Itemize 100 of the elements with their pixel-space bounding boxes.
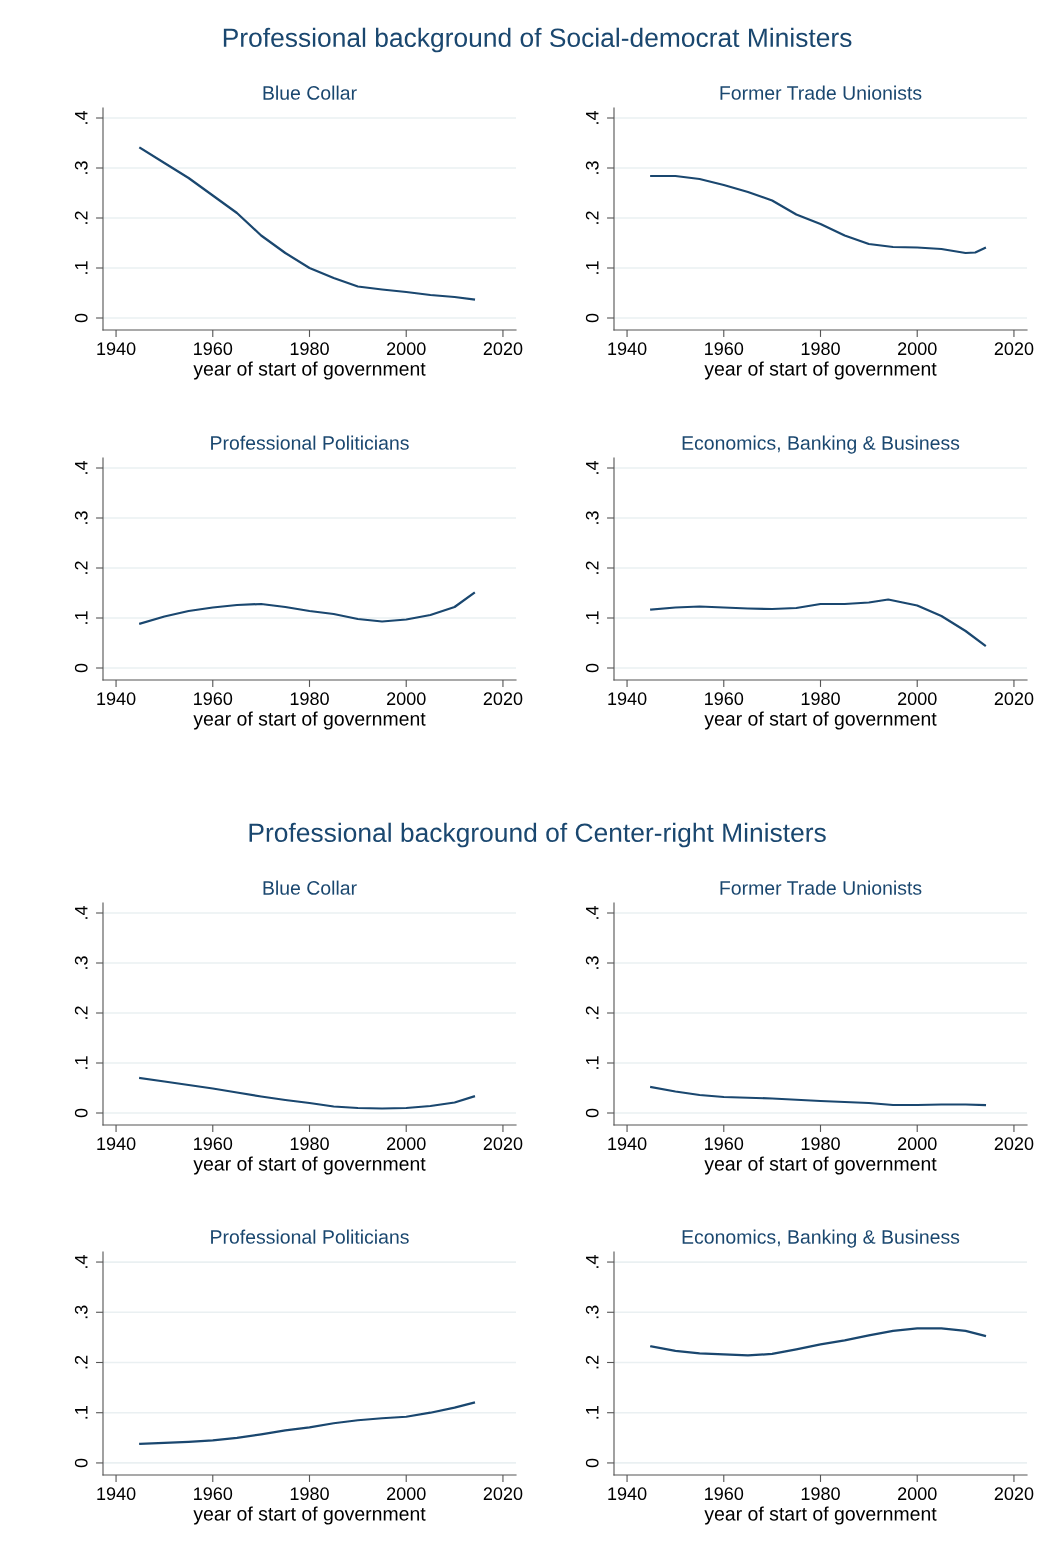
chart-title: Former Trade Unionists (720, 85, 922, 100)
y-tick-label: .3 (585, 1305, 599, 1319)
x-axis-title: year of start of government (193, 711, 426, 730)
x-tick-label: 1940 (608, 1137, 647, 1151)
x-tick-label: 1980 (801, 342, 840, 356)
x-tick-label: 1940 (97, 342, 136, 356)
y-tick-label: .2 (585, 1355, 599, 1369)
chart-title: Economics, Banking & Business (682, 435, 960, 454)
y-tick-label: .1 (586, 611, 599, 624)
x-tick-label: 2020 (994, 692, 1034, 706)
x-axis-title: year of start of government (704, 1506, 937, 1525)
y-tick-label: .2 (74, 561, 88, 574)
line-series (650, 1327, 987, 1357)
x-tick-label: 1980 (801, 1137, 840, 1151)
x-tick-label: 1960 (705, 342, 744, 356)
x-tick-label: 2000 (898, 342, 937, 356)
x-tick-label: 1980 (290, 1487, 329, 1501)
y-tick-label: .1 (586, 261, 599, 274)
x-tick-label: 1980 (290, 1137, 329, 1151)
line-series (650, 598, 987, 647)
x-tick-label: 2020 (994, 1487, 1034, 1501)
x-tick-label: 2000 (387, 692, 426, 706)
x-tick-label: 1960 (194, 342, 233, 356)
text: Professional background of Social-democrat Ministers (223, 27, 852, 53)
y-tick-label: .2 (585, 1006, 599, 1019)
x-tick-label: 1980 (290, 692, 329, 706)
y-tick-label: .4 (75, 906, 88, 919)
x-tick-label: 1980 (290, 342, 329, 356)
y-tick-label: 0 (585, 663, 599, 673)
y-tick-label: .4 (586, 906, 599, 919)
chart-title: Blue Collar (263, 880, 357, 895)
x-tick-label: 1940 (97, 1137, 136, 1151)
y-tick-label: 0 (74, 663, 88, 673)
chart-title: Former Trade Unionists (720, 880, 922, 895)
y-tick-label: 0 (74, 1108, 88, 1118)
y-tick-label: .3 (74, 161, 88, 174)
y-tick-label: .4 (75, 461, 88, 474)
chart-title: Blue Collar (263, 85, 357, 100)
line-series (650, 174, 987, 255)
y-tick-label: .4 (586, 1255, 599, 1268)
x-tick-label: 2020 (483, 1137, 523, 1151)
x-tick-label: 2000 (387, 342, 426, 356)
x-tick-label: 2000 (387, 1487, 426, 1501)
x-tick-label: 1960 (705, 1487, 744, 1501)
y-tick-label: .1 (586, 1056, 599, 1069)
y-tick-label: 0 (74, 313, 88, 323)
x-axis-title: year of start of government (704, 1156, 937, 1175)
x-tick-label: 1940 (97, 692, 136, 706)
x-tick-label: 2000 (898, 1487, 937, 1501)
chart-title: Professional Politicians (211, 435, 409, 450)
y-tick-label: 0 (585, 1458, 599, 1468)
line-series (139, 1076, 476, 1110)
y-tick-label: 0 (74, 1458, 88, 1468)
line-series (139, 1401, 476, 1445)
x-tick-label: 2020 (994, 342, 1034, 356)
line-series (650, 1085, 987, 1107)
y-tick-label: 0 (585, 1108, 599, 1118)
y-tick-label: .4 (75, 1255, 88, 1268)
x-tick-label: 2000 (898, 692, 937, 706)
x-axis-title: year of start of government (193, 361, 426, 380)
x-tick-label: 2020 (483, 692, 523, 706)
x-axis-title: year of start of government (193, 1156, 426, 1175)
y-tick-label: .3 (585, 511, 599, 524)
x-tick-label: 1980 (801, 692, 840, 706)
y-tick-label: .2 (585, 211, 599, 224)
y-tick-label: .4 (586, 111, 599, 124)
chart-title: Professional Politicians (211, 1229, 409, 1244)
y-tick-label: .3 (585, 956, 599, 969)
x-tick-label: 1960 (194, 1137, 233, 1151)
y-tick-label: .4 (586, 461, 599, 474)
y-tick-label: .1 (75, 261, 88, 274)
y-tick-label: .1 (75, 1056, 88, 1069)
y-tick-label: .2 (74, 1006, 88, 1019)
x-tick-label: 2000 (898, 1137, 937, 1151)
y-tick-label: .2 (585, 561, 599, 574)
y-tick-label: 0 (585, 313, 599, 323)
x-tick-label: 1940 (608, 342, 647, 356)
y-tick-label: .2 (74, 1355, 88, 1369)
x-tick-label: 1940 (97, 1487, 136, 1501)
x-tick-label: 1960 (194, 692, 233, 706)
x-axis-title: year of start of government (704, 711, 937, 730)
y-tick-label: .1 (586, 1406, 599, 1419)
x-tick-label: 1940 (608, 692, 647, 706)
y-tick-label: .3 (74, 511, 88, 524)
y-tick-label: .1 (75, 1406, 88, 1419)
line-series (139, 591, 476, 625)
x-tick-label: 2000 (387, 1137, 426, 1151)
x-tick-label: 2020 (994, 1137, 1034, 1151)
line-series (139, 146, 476, 301)
x-tick-label: 1960 (705, 692, 744, 706)
x-tick-label: 1960 (194, 1487, 233, 1501)
y-tick-label: .3 (74, 1305, 88, 1319)
text: Professional background of Center-right Ministers (249, 822, 826, 848)
x-axis-title: year of start of government (193, 1506, 426, 1525)
x-tick-label: 1940 (608, 1487, 647, 1501)
chart-title: Economics, Banking & Business (682, 1229, 960, 1248)
y-tick-label: .2 (74, 211, 88, 224)
x-tick-label: 1960 (705, 1137, 744, 1151)
y-tick-label: .4 (75, 111, 88, 124)
y-tick-label: .1 (75, 611, 88, 624)
